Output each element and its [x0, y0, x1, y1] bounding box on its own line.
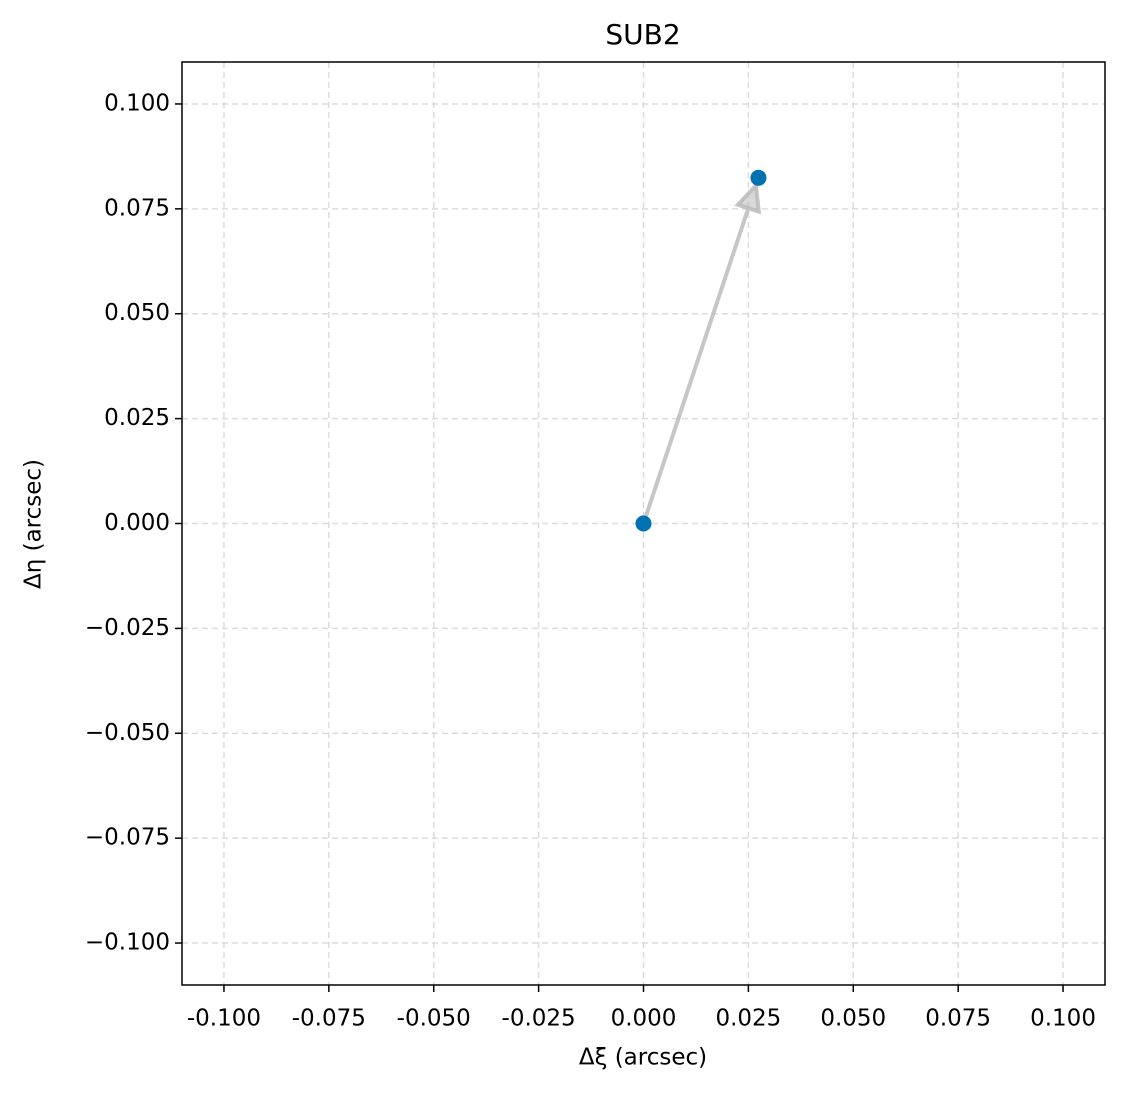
y-tick-label: −0.025	[85, 615, 170, 641]
y-tick-label: −0.075	[85, 825, 170, 851]
x-tick-label: 0.050	[820, 1006, 886, 1032]
y-tick-label: 0.000	[104, 510, 170, 536]
chart-title: SUB2	[605, 18, 680, 51]
x-tick-label: -0.075	[292, 1006, 366, 1032]
x-tick-label: 0.025	[715, 1006, 781, 1032]
y-tick-label: 0.050	[104, 300, 170, 326]
x-tick-label: 0.000	[611, 1006, 677, 1032]
y-axis-label: Δη (arcsec)	[21, 459, 47, 589]
x-axis-label: Δξ (arcsec)	[579, 1045, 707, 1071]
point	[750, 169, 767, 186]
arrow	[641, 180, 762, 525]
x-tick-label: 0.100	[1030, 1006, 1096, 1032]
point	[635, 515, 652, 532]
y-tick-label: 0.100	[104, 90, 170, 116]
y-tick-label: 0.025	[104, 405, 170, 431]
x-tick-label: 0.075	[925, 1006, 991, 1032]
y-tick-label: −0.100	[85, 930, 170, 956]
x-tick-label: -0.025	[502, 1006, 576, 1032]
x-tick-label: -0.100	[187, 1006, 261, 1032]
plot-frame	[181, 61, 1106, 986]
y-tick-label: 0.075	[104, 195, 170, 221]
x-tick-label: -0.050	[397, 1006, 471, 1032]
y-tick-label: −0.050	[85, 720, 170, 746]
